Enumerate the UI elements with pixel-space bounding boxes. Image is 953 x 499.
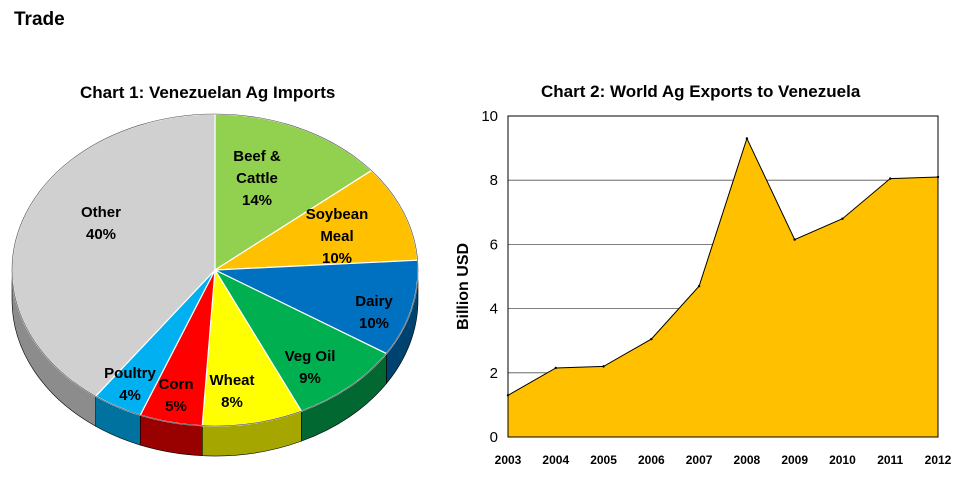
data-point-2010: [841, 217, 844, 220]
x-tick-label: 2004: [542, 453, 569, 467]
y-tick-label: 4: [490, 301, 498, 318]
pie-label-other: Other 40%: [81, 204, 121, 243]
pie-label-line: 8%: [221, 394, 243, 411]
x-tick-label: 2010: [829, 453, 856, 467]
pie-label-line: Veg Oil: [285, 348, 336, 365]
y-tick-label: 6: [490, 236, 498, 253]
pie-label-line: 10%: [359, 315, 389, 332]
x-tick-label: 2005: [590, 453, 617, 467]
pie-label-wheat: Wheat 8%: [210, 372, 255, 411]
pie-label-line: 14%: [242, 192, 272, 209]
pie-label-soybean-meal: Soybean Meal 10%: [306, 206, 369, 267]
plot-frame: [507, 115, 939, 438]
pie-label-poultry: Poultry 4%: [104, 365, 156, 404]
pie-outline: [11, 113, 419, 427]
pie-label-line: 9%: [299, 370, 321, 387]
pie-label-line: 5%: [165, 398, 187, 415]
y-tick-label: 0: [490, 429, 498, 446]
area-chart-title: Chart 2: World Ag Exports to Venezuela: [541, 82, 861, 101]
x-tick-label: 2006: [638, 453, 665, 467]
pie-label-beef-cattle: Beef & Cattle 14%: [233, 148, 281, 209]
data-point-2011: [889, 177, 892, 180]
pie-label-line: Dairy: [355, 293, 393, 310]
pie-label-line: Soybean: [306, 206, 369, 223]
y-tick-label: 8: [490, 172, 498, 189]
data-point-2007: [697, 284, 701, 288]
pie-label-veg-oil: Veg Oil 9%: [285, 348, 336, 387]
pie-label-line: Cattle: [236, 170, 278, 187]
data-point-2008: [745, 137, 749, 140]
pie-label-line: Meal: [320, 228, 353, 245]
pie-label-line: 40%: [86, 226, 116, 243]
x-tick-label: 2012: [925, 453, 952, 467]
data-point-2004: [554, 366, 557, 370]
y-axis-label: Billion USD: [455, 243, 472, 330]
pie-label-line: Wheat: [210, 372, 255, 389]
y-tick-label: 10: [481, 108, 498, 125]
x-tick-labels: 2003 2004 2005 2006 2007 2008 2009 2010 2011 2012: [495, 453, 952, 467]
pie-label-line: Beef &: [233, 148, 281, 165]
pie-label-line: Corn: [159, 376, 194, 393]
x-tick-label: 2003: [495, 453, 522, 467]
page-heading: Trade: [14, 9, 65, 30]
pie-label-line: 10%: [322, 250, 352, 267]
pie-label-line: 4%: [119, 387, 141, 404]
data-point-2009: [793, 238, 796, 241]
x-tick-label: 2011: [877, 453, 903, 467]
pie-chart-title: Chart 1: Venezuelan Ag Imports: [80, 83, 336, 102]
x-tick-label: 2008: [734, 453, 761, 467]
x-tick-label: 2007: [686, 453, 713, 467]
x-tick-label: 2009: [781, 453, 808, 467]
pie-label-line: Other: [81, 204, 121, 221]
pie-label-line: Poultry: [104, 365, 156, 382]
y-tick-labels: 0 2 4 6 8 10: [481, 108, 498, 446]
pie-labels: Beef & Cattle 14% Soybean Meal 10% Dairy 10% Veg…: [81, 148, 393, 415]
pie-label-dairy: Dairy 10%: [355, 293, 393, 332]
pie-label-corn: Corn 5%: [159, 376, 194, 415]
data-point-2005: [602, 365, 605, 368]
data-point-2006: [650, 337, 653, 341]
y-tick-label: 2: [490, 365, 498, 382]
